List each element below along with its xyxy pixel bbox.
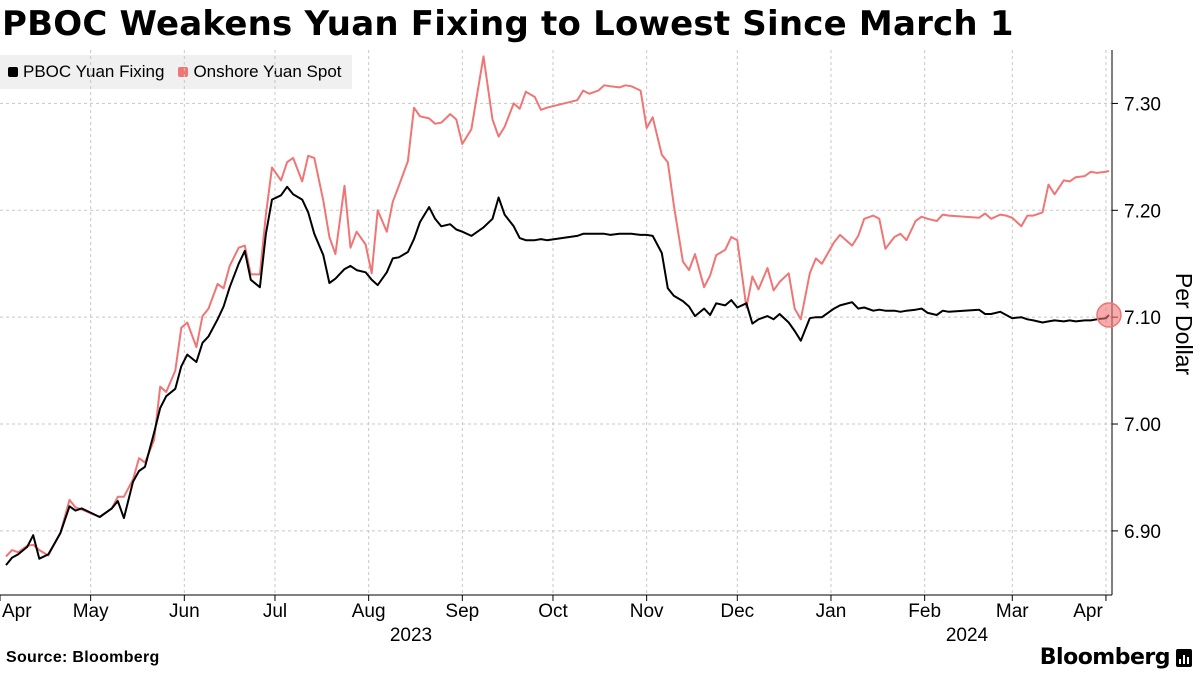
x-tick-label: May (73, 601, 109, 622)
x-tick-label: Nov (630, 601, 664, 622)
chart-title: PBOC Weakens Yuan Fixing to Lowest Since… (2, 4, 1014, 44)
x-tick-label: Aug (352, 601, 386, 622)
x-tick-label: Jan (816, 601, 847, 622)
x-tick-label: Jun (169, 601, 200, 622)
axis-layer (0, 50, 1118, 601)
x-tick-label: Mar (996, 601, 1029, 622)
legend-label-spot: Onshore Yuan Spot (193, 62, 342, 81)
brand-name: Bloomberg (1039, 645, 1171, 670)
y-tick-label: 6.90 (1124, 522, 1161, 543)
legend-swatch-spot (178, 67, 189, 77)
brand-logo: Bloomberg (1040, 645, 1192, 670)
y-tick-label: 7.00 (1124, 415, 1161, 436)
source-note: Source: Bloomberg (6, 649, 160, 666)
legend-label-fixing: PBOC Yuan Fixing (23, 62, 165, 81)
x-tick-label: Apr (1073, 601, 1103, 622)
x-tick-label: Feb (908, 601, 941, 622)
series-layer (5, 55, 1122, 566)
x-tick-label: Sep (445, 601, 479, 622)
legend-item-spot[interactable]: Onshore Yuan Spot (178, 62, 342, 82)
highlight-marker (1096, 302, 1122, 328)
y-tick-label: 7.30 (1124, 94, 1161, 115)
grid-layer (0, 50, 1112, 595)
x-year-label: 2024 (946, 625, 989, 646)
x-tick-label: Oct (538, 601, 568, 622)
series-line-fixing (5, 185, 1110, 566)
y-axis-title: Per Dollar (1171, 273, 1197, 376)
legend-item-fixing[interactable]: PBOC Yuan Fixing (8, 62, 164, 82)
label-layer: 6.90 7.00 7.10 7.20 7.30 Apr May Jun Jul Aug Sep Oc… (2, 94, 1197, 646)
bloomberg-bars-icon (1176, 648, 1192, 667)
legend: PBOC Yuan Fixing Onshore Yuan Spot (0, 55, 352, 89)
y-tick-label: 7.10 (1124, 308, 1161, 329)
x-tick-label: Jul (263, 601, 287, 622)
series-line-spot (5, 55, 1110, 558)
x-tick-label: Apr (2, 601, 32, 622)
x-year-label: 2023 (390, 625, 432, 646)
x-tick-label: Dec (720, 601, 754, 622)
legend-swatch-fixing (8, 67, 18, 77)
y-tick-label: 7.20 (1124, 201, 1161, 222)
